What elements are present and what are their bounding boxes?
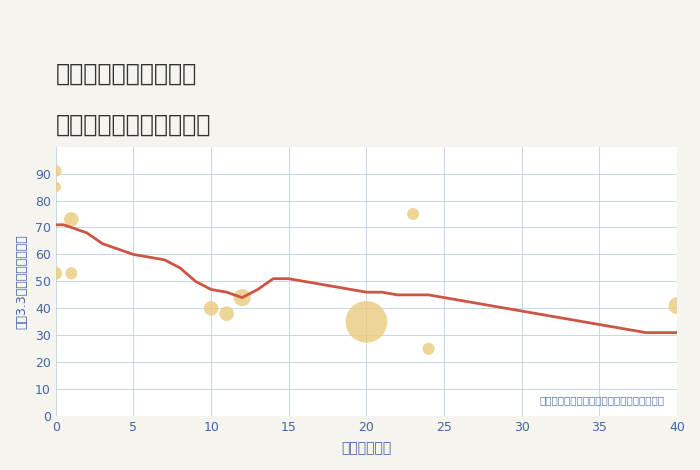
Point bbox=[671, 302, 682, 309]
Point bbox=[221, 310, 232, 318]
Point bbox=[407, 210, 419, 218]
Point bbox=[50, 183, 62, 191]
X-axis label: 築年数（年）: 築年数（年） bbox=[342, 441, 391, 455]
Point bbox=[66, 270, 77, 277]
Point bbox=[66, 216, 77, 223]
Text: 円の大きさは、取引のあった物件面積を示す: 円の大きさは、取引のあった物件面積を示す bbox=[540, 395, 664, 406]
Text: 築年数別中古戸建て価格: 築年数別中古戸建て価格 bbox=[56, 113, 211, 137]
Point bbox=[206, 305, 217, 312]
Point bbox=[50, 167, 62, 175]
Point bbox=[237, 294, 248, 301]
Point bbox=[423, 345, 434, 352]
Point bbox=[360, 318, 372, 326]
Text: 埼玉県熊谷市三ヶ尻の: 埼玉県熊谷市三ヶ尻の bbox=[56, 62, 197, 86]
Y-axis label: 坪（3.3㎡）単価（万円）: 坪（3.3㎡）単価（万円） bbox=[15, 234, 28, 329]
Point bbox=[50, 270, 62, 277]
